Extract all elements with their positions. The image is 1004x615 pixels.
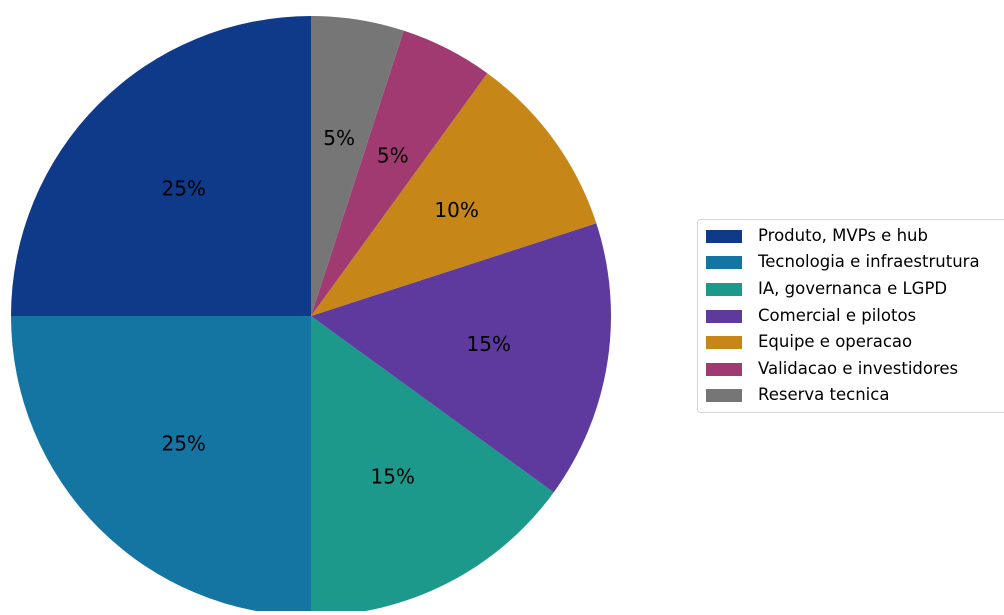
pie-slice-2 — [311, 316, 554, 615]
legend-item-tecnologia: Tecnologia e infraestrutura — [706, 252, 980, 272]
pie-slice-label-2: 15% — [370, 464, 414, 488]
legend-label-reserva: Reserva tecnica — [758, 385, 890, 404]
legend-swatch-reserva — [706, 388, 742, 402]
legend-swatch-produto — [706, 229, 742, 243]
legend-item-ia: IA, governanca e LGPD — [706, 279, 947, 299]
legend-label-comercial: Comercial e pilotos — [758, 306, 917, 325]
legend-swatch-tecnologia — [706, 255, 742, 269]
legend-swatch-equipe — [706, 335, 742, 349]
pie-slice-6 — [311, 16, 404, 316]
legend-item-validacao: Validacao e investidores — [706, 359, 958, 379]
pie-slice-label-0: 25% — [161, 177, 205, 201]
pie-slice-4 — [311, 73, 597, 317]
pie-slice-label-1: 25% — [161, 431, 205, 455]
pie-slice-1 — [11, 316, 311, 615]
legend-label-ia: IA, governanca e LGPD — [758, 279, 948, 298]
legend-item-reserva: Reserva tecnica — [706, 385, 889, 405]
legend-label-produto: Produto, MVPs e hub — [758, 226, 928, 245]
legend: Produto, MVPs e hub Tecnologia e infraes… — [697, 219, 1004, 413]
legend-label-tecnologia: Tecnologia e infraestrutura — [758, 252, 980, 271]
legend-item-comercial: Comercial e pilotos — [706, 306, 916, 326]
legend-item-equipe: Equipe e operacao — [706, 332, 912, 352]
legend-item-produto: Produto, MVPs e hub — [706, 226, 928, 246]
legend-label-validacao: Validacao e investidores — [758, 359, 959, 378]
pie-slice-0 — [11, 16, 311, 316]
pie-slice-5 — [311, 30, 488, 316]
pie-slice-label-4: 10% — [434, 198, 478, 222]
legend-label-equipe: Equipe e operacao — [758, 332, 913, 351]
pie-slice-label-3: 15% — [467, 332, 511, 356]
legend-swatch-validacao — [706, 362, 742, 376]
pie-slice-3 — [311, 223, 611, 493]
pie-slice-label-5: 5% — [377, 144, 409, 168]
pie-slice-label-6: 5% — [323, 126, 355, 150]
legend-swatch-ia — [706, 282, 742, 296]
legend-swatch-comercial — [706, 309, 742, 323]
